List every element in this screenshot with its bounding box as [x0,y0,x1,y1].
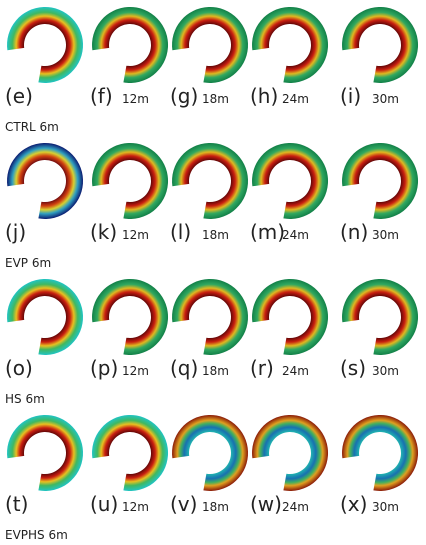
heart-map [92,415,168,491]
panel-time: 18m [202,364,229,378]
panel-letter: (x) [340,492,367,516]
figure: (e) (f) 12m (g) 18m (h) 24m (i) 30m CTRL 6m (j) (k)… [0,0,426,545]
panel-letter: (e) [5,84,33,108]
panel-time: 24m [282,500,309,514]
heart-map [252,143,328,219]
panel-time: 30m [372,364,399,378]
panel-time: 30m [372,500,399,514]
heart-map [92,279,168,355]
row-label: CTRL 6m [5,120,59,134]
panel-letter: (g) [170,84,198,108]
panel-letter: (l) [170,220,191,244]
panel-letter: (p) [90,356,118,380]
panel-time: 12m [122,500,149,514]
panel-letter: (m) [250,220,285,244]
panel-letter: (r) [250,356,274,380]
panel-letter: (f) [90,84,113,108]
heart-map [342,7,418,83]
panel-letter: (s) [340,356,366,380]
heart-map [7,143,83,219]
panel-time: 12m [122,364,149,378]
panel-letter: (j) [5,220,26,244]
panel-letter: (w) [250,492,282,516]
panel-time: 30m [372,92,399,106]
panel-letter: (h) [250,84,278,108]
heart-map [342,415,418,491]
heart-map [172,415,248,491]
panel-letter: (i) [340,84,361,108]
row-label: HS 6m [5,392,45,406]
heart-map [7,279,83,355]
heart-map [7,415,83,491]
row-label: EVPHS 6m [5,528,68,542]
heart-map [92,7,168,83]
heart-map [7,7,83,83]
panel-time: 24m [282,92,309,106]
panel-letter: (q) [170,356,198,380]
panel-letter: (k) [90,220,117,244]
heart-map [252,415,328,491]
panel-time: 24m [282,228,309,242]
heart-map [172,143,248,219]
heart-map [342,143,418,219]
panel-time: 30m [372,228,399,242]
heart-map [252,7,328,83]
panel-letter: (o) [5,356,33,380]
panel-time: 18m [202,500,229,514]
panel-time: 24m [282,364,309,378]
panel-time: 12m [122,228,149,242]
heart-map [252,279,328,355]
row-label: EVP 6m [5,256,51,270]
panel-time: 12m [122,92,149,106]
panel-letter: (u) [90,492,118,516]
heart-map [92,143,168,219]
panel-letter: (v) [170,492,197,516]
panel-letter: (t) [5,492,28,516]
heart-map [172,7,248,83]
panel-time: 18m [202,228,229,242]
panel-letter: (n) [340,220,368,244]
heart-map [172,279,248,355]
heart-map [342,279,418,355]
panel-time: 18m [202,92,229,106]
